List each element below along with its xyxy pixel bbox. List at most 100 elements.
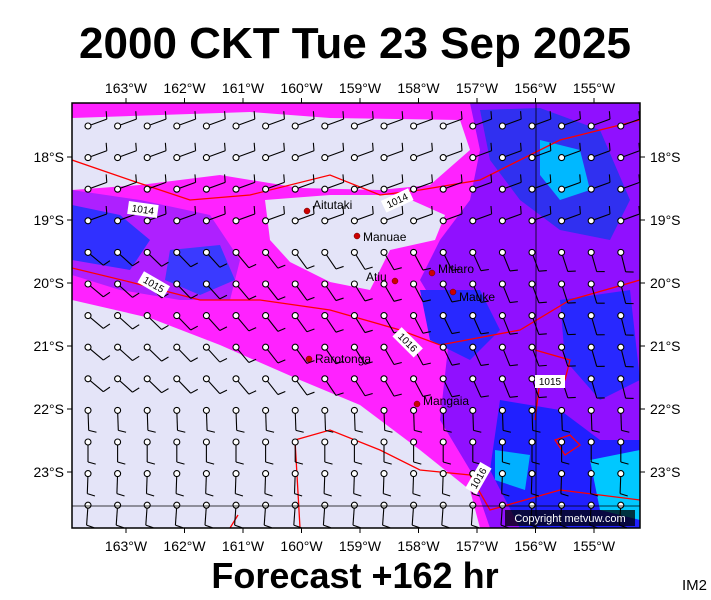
axis-ticks: 163°W 163°W 162°W 162°W 161°W 161°W 160°W 160°W… [33, 80, 680, 554]
barb-feather [364, 329, 373, 334]
barb-station [321, 154, 329, 162]
barb-feather [502, 461, 511, 465]
lat-label: 19°S [650, 212, 681, 228]
barb-station [498, 470, 506, 478]
barb-feather [235, 461, 244, 465]
barb-feather [164, 174, 167, 183]
barb-station [143, 375, 151, 383]
isobar-label: 1015 [539, 377, 562, 388]
barb-station [84, 501, 92, 509]
barb-feather [431, 111, 433, 120]
barb-station [439, 217, 447, 225]
barb-station [173, 343, 181, 351]
barb-shaft [650, 252, 654, 272]
copyright: Copyright metvuw.com [514, 513, 625, 525]
barb-feather [132, 261, 140, 267]
barb-feather [117, 461, 126, 465]
barb-station [84, 185, 92, 193]
barb-station [321, 280, 329, 288]
barb-feather [248, 390, 257, 395]
barb-station [262, 280, 270, 288]
lon-label: 163°W [105, 538, 148, 554]
barb-feather [87, 493, 96, 497]
barb-feather [490, 111, 493, 120]
barb-feather [248, 263, 257, 269]
barb-station [350, 343, 358, 351]
barb-station [173, 312, 181, 320]
barb-station [202, 501, 210, 509]
barb-feather [88, 429, 97, 433]
barb-station [232, 438, 240, 446]
barb-feather [312, 111, 315, 120]
barb-station [84, 217, 92, 225]
barb-feather [105, 111, 108, 120]
lon-label: 160°W [280, 538, 323, 554]
barb-feather [353, 493, 362, 497]
barb-station [114, 154, 122, 162]
barb-feather [277, 390, 286, 396]
barb-feather [393, 298, 402, 302]
barb-shaft [650, 119, 669, 126]
barb-feather [161, 261, 169, 267]
barb-feather [219, 326, 228, 331]
barb-station [232, 217, 240, 225]
map-frame [71, 102, 641, 529]
barb-station [410, 185, 418, 193]
barb-station [380, 248, 388, 256]
lon-label: 161°W [222, 538, 265, 554]
place-label: Manuae [363, 230, 407, 244]
barb-station [498, 185, 506, 193]
barb-station [232, 185, 240, 193]
barb-station [262, 470, 270, 478]
barb-station [558, 122, 566, 130]
barb-feather [236, 429, 245, 433]
barb-station [350, 501, 358, 509]
barb-feather [460, 142, 463, 151]
barb-feather [538, 270, 547, 272]
barb-station [617, 154, 625, 162]
barb-feather [549, 205, 552, 215]
barb-station [469, 122, 477, 130]
barb-feather [323, 493, 332, 497]
barb-station [202, 438, 210, 446]
barb-feather [342, 142, 345, 151]
place-label: Mitiaro [438, 262, 474, 276]
barb-station [617, 248, 625, 256]
barb-feather [324, 461, 333, 465]
barb-station [262, 501, 270, 509]
barb-feather [312, 142, 315, 151]
lat-label: 20°S [33, 275, 64, 291]
barb-feather [538, 333, 547, 335]
barb-station [262, 343, 270, 351]
place-label: Rarotonga [315, 352, 371, 366]
barb-station [558, 406, 566, 414]
barb-feather [194, 205, 197, 215]
barb-station [202, 122, 210, 130]
lon-label: 157°W [456, 80, 499, 96]
barb-feather [471, 493, 480, 497]
barb-station [439, 280, 447, 288]
barb-station [291, 217, 299, 225]
barb-station [114, 470, 122, 478]
barb-feather [277, 359, 286, 364]
barb-feather [372, 142, 374, 151]
barb-station [587, 280, 595, 288]
barb-station [321, 406, 329, 414]
barb-feather [579, 142, 581, 151]
barb-feather [579, 174, 581, 183]
barb-station [617, 343, 625, 351]
barb-station [617, 217, 625, 225]
barb-feather [190, 262, 198, 268]
place-label: Atiu [366, 270, 387, 284]
barb-station [617, 501, 625, 509]
barb-station [587, 312, 595, 320]
barb-station [143, 343, 151, 351]
barb-feather [132, 292, 140, 298]
barb-feather [372, 111, 374, 120]
barb-station [262, 122, 270, 130]
barb-feather [147, 461, 156, 465]
barb-feather [480, 300, 489, 303]
barb-feather [253, 205, 256, 215]
barb-feather [561, 461, 570, 465]
barb-feather [608, 205, 611, 215]
